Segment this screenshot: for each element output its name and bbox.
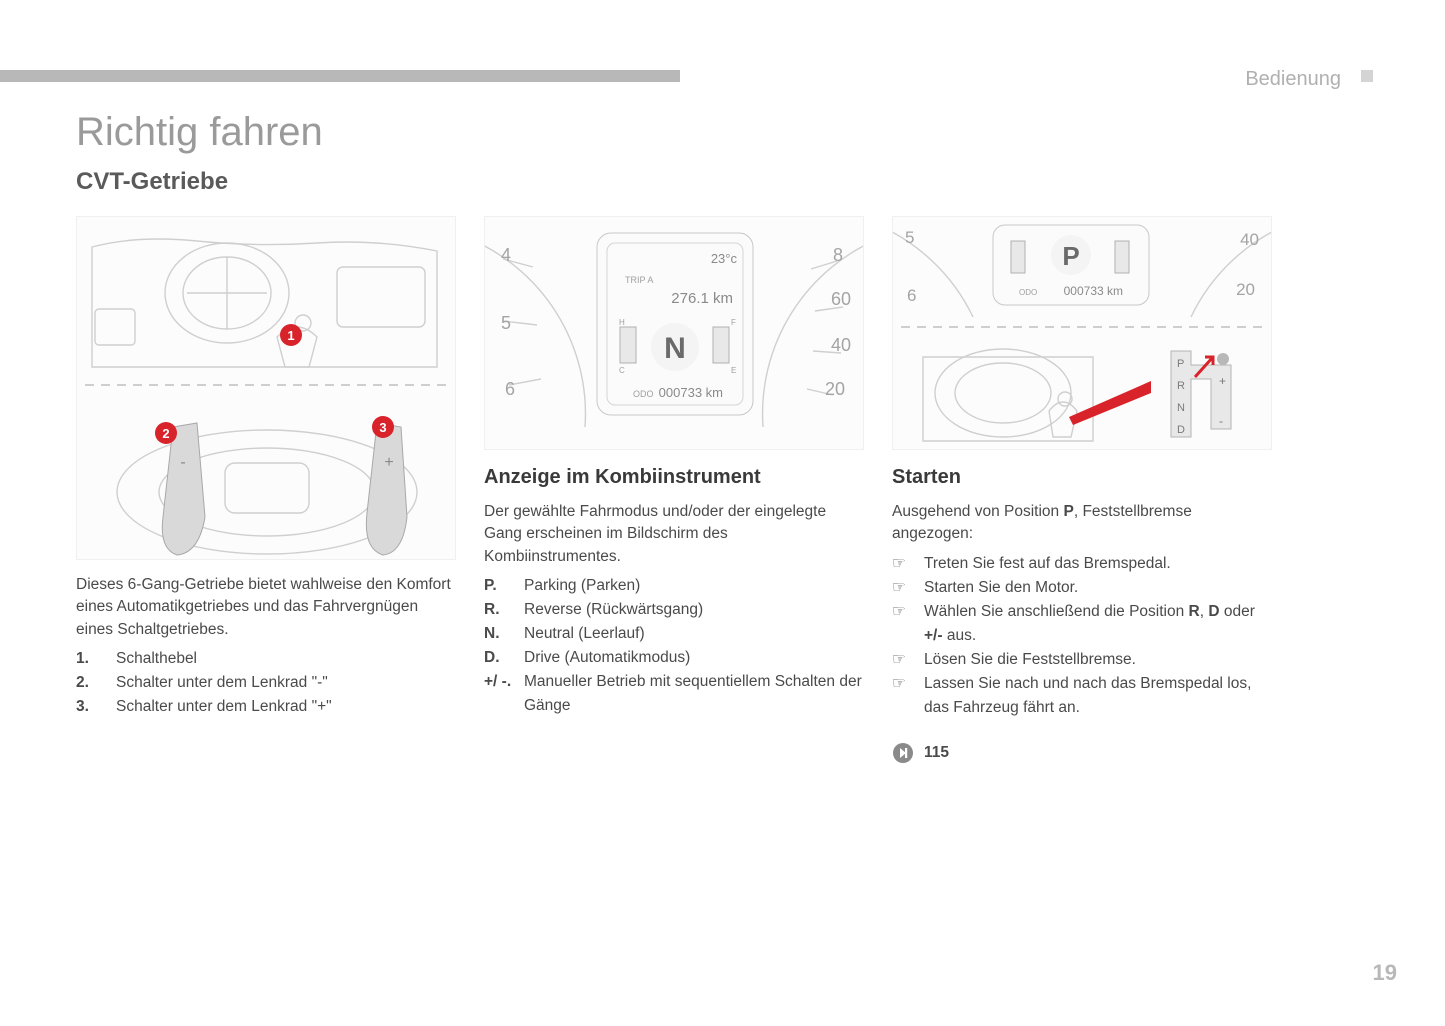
svg-text:E: E bbox=[731, 366, 736, 375]
svg-text:276.1 km: 276.1 km bbox=[671, 290, 733, 307]
col2-list: P.Parking (Parken) R.Reverse (Rückwärtsg… bbox=[484, 574, 864, 718]
svg-text:000733 km: 000733 km bbox=[1064, 284, 1123, 298]
svg-text:60: 60 bbox=[831, 289, 851, 309]
svg-text:R: R bbox=[1177, 380, 1185, 392]
col2-heading: Anzeige im Kombiinstrument bbox=[484, 466, 864, 489]
svg-text:F: F bbox=[731, 318, 736, 327]
svg-text:+: + bbox=[1219, 374, 1226, 388]
hand-icon: ☞ bbox=[892, 552, 924, 576]
content-columns: - + 1 2 3 Dieses 6-Gang-Getriebe bietet … bbox=[76, 216, 1272, 764]
col3-intro: Ausgehend von Position P, Feststellbrems… bbox=[892, 501, 1272, 546]
col3-heading: Starten bbox=[892, 466, 1272, 489]
col1-list: 1.Schalthebel 2.Schalter unter dem Lenkr… bbox=[76, 647, 456, 719]
svg-text:5: 5 bbox=[905, 228, 914, 247]
svg-text:D: D bbox=[1177, 424, 1185, 436]
list-item: ☞Lassen Sie nach und nach das Bremspedal… bbox=[892, 672, 1272, 720]
figure-start-sequence: P ODO 000733 km 5 6 40 20 bbox=[892, 216, 1272, 450]
list-item: ☞Starten Sie den Motor. bbox=[892, 576, 1272, 600]
svg-text:H: H bbox=[619, 318, 625, 327]
svg-text:4: 4 bbox=[501, 245, 511, 265]
list-item: N.Neutral (Leerlauf) bbox=[484, 622, 864, 646]
column-2: 23°c TRIP A 276.1 km H C F E N ODO 00073… bbox=[484, 216, 864, 764]
svg-text:5: 5 bbox=[501, 313, 511, 333]
col1-intro: Dieses 6-Gang-Getriebe bietet wahlweise … bbox=[76, 574, 456, 641]
svg-text:000733 km: 000733 km bbox=[659, 385, 723, 400]
svg-text:2: 2 bbox=[162, 426, 169, 441]
svg-text:+: + bbox=[384, 454, 393, 471]
svg-text:3: 3 bbox=[379, 420, 386, 435]
list-item: +/ -.Manueller Betrieb mit sequentiellem… bbox=[484, 670, 864, 718]
svg-text:P: P bbox=[1062, 241, 1079, 271]
col3-list: ☞Treten Sie fest auf das Bremspedal. ☞St… bbox=[892, 552, 1272, 720]
svg-text:20: 20 bbox=[1236, 280, 1255, 299]
hand-icon: ☞ bbox=[892, 600, 924, 648]
list-item: ☞Lösen Sie die Feststellbremse. bbox=[892, 648, 1272, 672]
svg-text:8: 8 bbox=[833, 245, 843, 265]
callout-1: 1 bbox=[280, 324, 302, 346]
column-1: - + 1 2 3 Dieses 6-Gang-Getriebe bietet … bbox=[76, 216, 456, 764]
column-3: P ODO 000733 km 5 6 40 20 bbox=[892, 216, 1272, 764]
list-item: ☞Wählen Sie anschließend die Position R,… bbox=[892, 600, 1272, 648]
svg-text:40: 40 bbox=[1240, 230, 1259, 249]
svg-text:40: 40 bbox=[831, 335, 851, 355]
col2-intro: Der gewählte Fahrmodus und/oder der eing… bbox=[484, 501, 864, 568]
svg-text:TRIP A: TRIP A bbox=[625, 275, 653, 285]
top-bar bbox=[0, 70, 680, 82]
svg-text:-: - bbox=[180, 454, 185, 471]
svg-text:C: C bbox=[619, 366, 625, 375]
svg-text:ODO: ODO bbox=[1019, 288, 1037, 297]
page-title: Richtig fahren bbox=[76, 110, 323, 155]
page-reference-number: 115 bbox=[924, 744, 949, 762]
hand-icon: ☞ bbox=[892, 648, 924, 672]
page-subtitle: CVT-Getriebe bbox=[76, 168, 228, 196]
svg-text:1: 1 bbox=[287, 328, 294, 343]
list-item: D.Drive (Automatikmodus) bbox=[484, 646, 864, 670]
list-item: 3.Schalter unter dem Lenkrad "+" bbox=[76, 695, 456, 719]
svg-text:ODO: ODO bbox=[633, 389, 654, 399]
list-item: P.Parking (Parken) bbox=[484, 574, 864, 598]
svg-text:6: 6 bbox=[907, 286, 916, 305]
list-item: 2.Schalter unter dem Lenkrad "-" bbox=[76, 671, 456, 695]
list-item: 1.Schalthebel bbox=[76, 647, 456, 671]
section-label: Bedienung bbox=[1245, 68, 1341, 91]
svg-text:P: P bbox=[1177, 358, 1184, 370]
hand-icon: ☞ bbox=[892, 576, 924, 600]
svg-text:N: N bbox=[664, 332, 686, 365]
list-item: R.Reverse (Rückwärtsgang) bbox=[484, 598, 864, 622]
svg-text:N: N bbox=[1177, 402, 1185, 414]
forward-ref-icon bbox=[892, 742, 914, 764]
svg-text:20: 20 bbox=[825, 379, 845, 399]
callout-2: 2 bbox=[155, 422, 177, 444]
list-item: ☞Treten Sie fest auf das Bremspedal. bbox=[892, 552, 1272, 576]
svg-text:6: 6 bbox=[505, 379, 515, 399]
page-number: 19 bbox=[1373, 960, 1397, 986]
svg-text:-: - bbox=[1219, 414, 1223, 428]
top-bar-marker bbox=[1361, 70, 1373, 82]
page-reference: 115 bbox=[892, 742, 1272, 764]
svg-text:23°c: 23°c bbox=[711, 251, 738, 266]
hand-icon: ☞ bbox=[892, 672, 924, 720]
figure-gearshift: - + 1 2 3 bbox=[76, 216, 456, 560]
figure-instrument-display: 23°c TRIP A 276.1 km H C F E N ODO 00073… bbox=[484, 216, 864, 450]
callout-3: 3 bbox=[372, 416, 394, 438]
